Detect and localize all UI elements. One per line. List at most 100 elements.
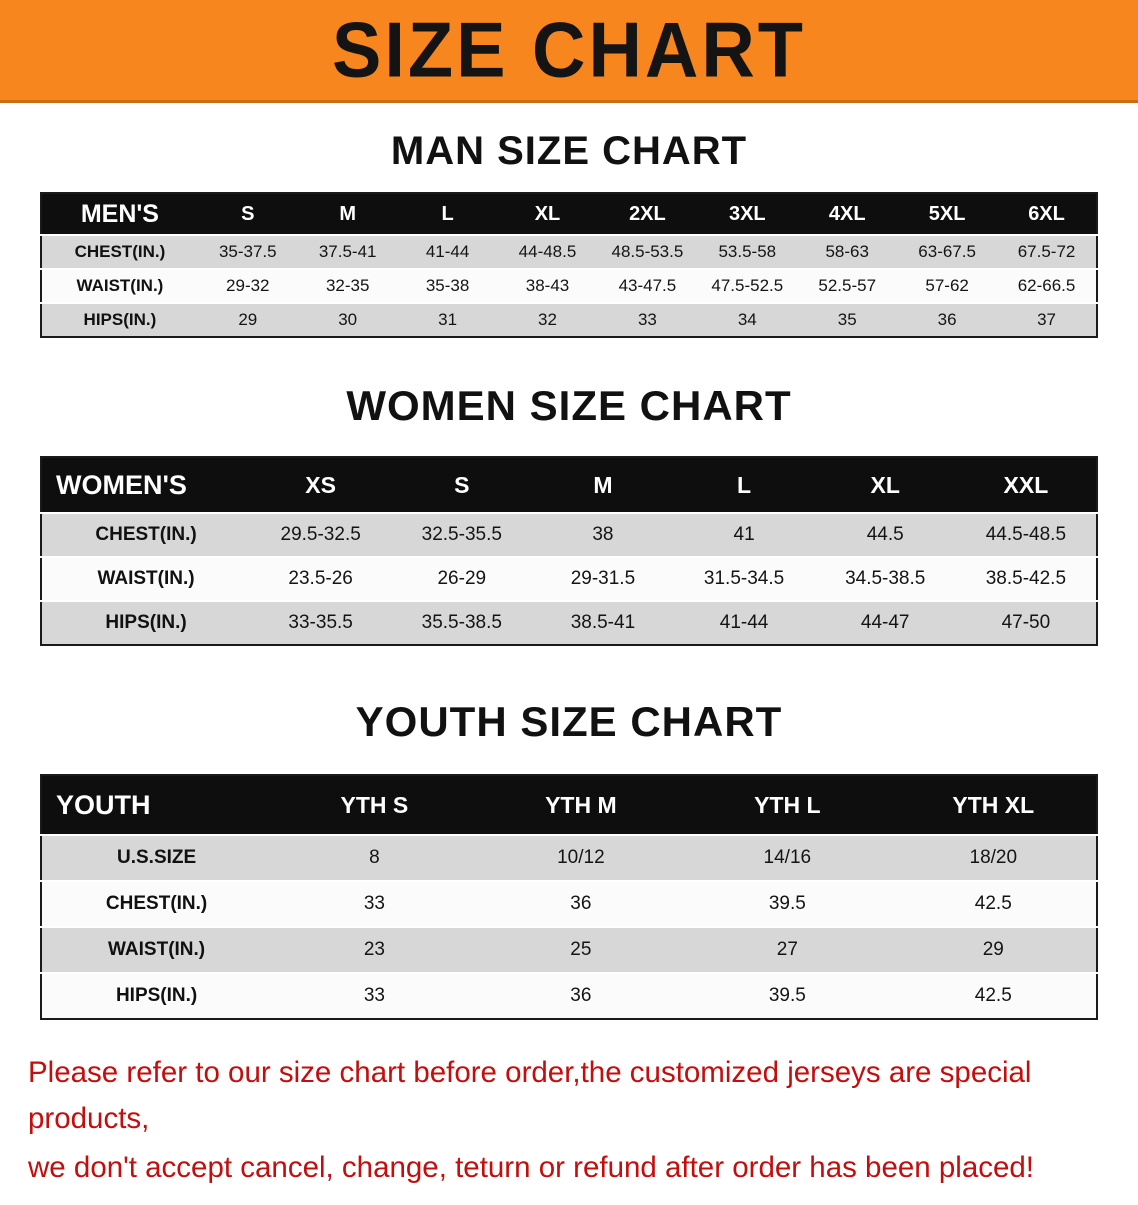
youth-table-row: WAIST(IN.) 23 25 27 29 <box>41 927 1097 973</box>
size-value-cell: 44.5 <box>866 524 904 545</box>
youth-column-header: YTH L <box>754 791 821 818</box>
page-title: SIZE CHART <box>332 5 806 94</box>
youth-table-row: CHEST(IN.) 33 36 39.5 42.5 <box>41 881 1097 927</box>
footer-notice: Please refer to our size chart before or… <box>0 1050 1138 1191</box>
size-value-cell: 47.5-52.5 <box>711 276 784 295</box>
youth-table-row: HIPS(IN.) 33 36 39.5 42.5 <box>41 973 1097 1019</box>
size-value-cell: 44-48.5 <box>518 242 577 261</box>
size-value-cell: 53.5-58 <box>718 242 777 261</box>
women-table-row: HIPS(IN.) 33-35.5 35.5-38.5 38.5-41 41-44 44-… <box>41 601 1097 645</box>
youth-column-header: YTH M <box>545 791 617 818</box>
size-value-cell: 47-50 <box>1001 612 1051 633</box>
size-value-cell: 58-63 <box>825 242 869 261</box>
men-section-heading: MAN SIZE CHART <box>390 129 748 173</box>
notice-line-2: we don't accept cancel, change, teturn o… <box>28 1151 1034 1185</box>
size-value-cell: 31 <box>438 310 458 329</box>
women-section-heading: WOMEN SIZE CHART <box>346 382 792 429</box>
size-value-cell: 38.5-41 <box>570 612 636 633</box>
size-value-cell: 33-35.5 <box>288 612 353 633</box>
men-column-header: 6XL <box>1028 202 1065 225</box>
banner: SIZE CHART <box>0 0 1138 103</box>
men-table-title: MEN'S <box>80 199 159 228</box>
size-value-cell: 32-35 <box>325 276 370 295</box>
women-column-header: S <box>454 471 470 498</box>
size-value-cell: 44.5-48.5 <box>985 524 1067 545</box>
size-value-cell: 36 <box>570 893 592 914</box>
women-size-section: WOMEN SIZE CHART WOMEN'S XS S M L XL XXL CHEST(I… <box>0 382 1138 646</box>
women-table-row: CHEST(IN.) 29.5-32.5 32.5-35.5 38 41 44.5 44.5… <box>41 513 1097 557</box>
size-value-cell: 67.5-72 <box>1017 242 1076 261</box>
row-label: U.S.SIZE <box>117 847 197 868</box>
size-value-cell: 35-38 <box>425 276 470 295</box>
size-value-cell: 38-43 <box>525 276 570 295</box>
women-table-title: WOMEN'S <box>56 469 187 500</box>
youth-size-section: YOUTH SIZE CHART YOUTH YTH S YTH M YTH L YTH … <box>0 698 1138 1020</box>
row-label: CHEST(IN.) <box>74 242 166 261</box>
youth-table-title: YOUTH <box>56 789 151 820</box>
size-value-cell: 37.5-41 <box>318 242 377 261</box>
men-column-header: 5XL <box>928 202 966 225</box>
size-value-cell: 25 <box>570 939 592 960</box>
youth-column-header: YTH XL <box>952 791 1035 818</box>
row-label: CHEST(IN.) <box>105 893 208 914</box>
row-label: HIPS(IN.) <box>83 310 157 329</box>
size-value-cell: 41 <box>733 524 755 545</box>
youth-section-heading: YOUTH SIZE CHART <box>355 698 783 745</box>
size-value-cell: 29 <box>982 939 1004 960</box>
size-chart-sections: MAN SIZE CHART MEN'S S M L XL 2XL 3XL 4XL 5XL 6XL C… <box>0 129 1138 1020</box>
size-value-cell: 44-47 <box>860 612 910 633</box>
size-value-cell: 31.5-34.5 <box>703 568 785 589</box>
size-value-cell: 23.5-26 <box>288 568 353 589</box>
size-value-cell: 43-47.5 <box>618 276 677 295</box>
size-value-cell: 63-67.5 <box>918 242 976 261</box>
row-label: WAIST(IN.) <box>76 276 164 295</box>
size-value-cell: 8 <box>369 847 380 868</box>
size-value-cell: 36 <box>937 310 957 329</box>
women-column-header: M <box>593 471 613 498</box>
men-size-table: MEN'S S M L XL 2XL 3XL 4XL 5XL 6XL CHEST(IN.) 35-37… <box>40 192 1098 338</box>
row-label: WAIST(IN.) <box>108 939 206 960</box>
size-value-cell: 14/16 <box>763 847 812 868</box>
size-value-cell: 36 <box>570 985 592 1006</box>
size-value-cell: 37 <box>1037 310 1056 329</box>
size-value-cell: 29-32 <box>226 276 270 295</box>
row-label: HIPS(IN.) <box>115 985 198 1006</box>
size-value-cell: 34.5-38.5 <box>845 568 926 589</box>
size-value-cell: 62-66.5 <box>1017 276 1076 295</box>
size-value-cell: 10/12 <box>557 847 605 868</box>
size-value-cell: 23 <box>363 939 385 960</box>
women-column-header: XL <box>870 471 900 498</box>
size-value-cell: 33 <box>363 985 385 1006</box>
row-label: CHEST(IN.) <box>95 524 197 545</box>
row-label: WAIST(IN.) <box>97 568 195 589</box>
men-column-header: M <box>339 202 357 225</box>
size-value-cell: 35.5-38.5 <box>421 612 502 633</box>
size-value-cell: 32 <box>538 310 557 329</box>
men-column-header: 4XL <box>828 202 866 225</box>
size-value-cell: 35-37.5 <box>218 242 277 261</box>
youth-table-row: U.S.SIZE 8 10/12 14/16 18/20 <box>41 835 1097 881</box>
size-value-cell: 42.5 <box>974 893 1012 914</box>
size-value-cell: 32.5-35.5 <box>421 524 502 545</box>
men-size-section: MAN SIZE CHART MEN'S S M L XL 2XL 3XL 4XL 5XL 6XL C… <box>0 129 1138 338</box>
size-value-cell: 41-44 <box>719 612 769 633</box>
size-value-cell: 34 <box>737 310 757 329</box>
size-value-cell: 29 <box>238 310 258 329</box>
size-value-cell: 18/20 <box>969 847 1018 868</box>
men-table-row: HIPS(IN.) 29 30 31 32 33 34 35 36 37 <box>41 303 1097 337</box>
size-value-cell: 29-31.5 <box>570 568 636 589</box>
women-column-header: XXL <box>1003 471 1049 498</box>
size-value-cell: 39.5 <box>768 985 806 1006</box>
men-column-header: L <box>441 202 454 225</box>
size-value-cell: 39.5 <box>768 893 806 914</box>
youth-table-header-row: YOUTH YTH S YTH M YTH L YTH XL <box>41 775 1097 835</box>
women-size-table: WOMEN'S XS S M L XL XXL CHEST(IN.) 29.5-32.5 32.5… <box>40 456 1098 646</box>
size-value-cell: 38.5-42.5 <box>985 568 1067 589</box>
size-value-cell: 57-62 <box>925 276 969 295</box>
size-value-cell: 33 <box>363 893 385 914</box>
row-label: HIPS(IN.) <box>105 612 187 633</box>
women-table-header-row: WOMEN'S XS S M L XL XXL <box>41 457 1097 513</box>
size-value-cell: 30 <box>338 310 358 329</box>
men-table-row: WAIST(IN.) 29-32 32-35 35-38 38-43 43-47.5 47.… <box>41 269 1097 303</box>
